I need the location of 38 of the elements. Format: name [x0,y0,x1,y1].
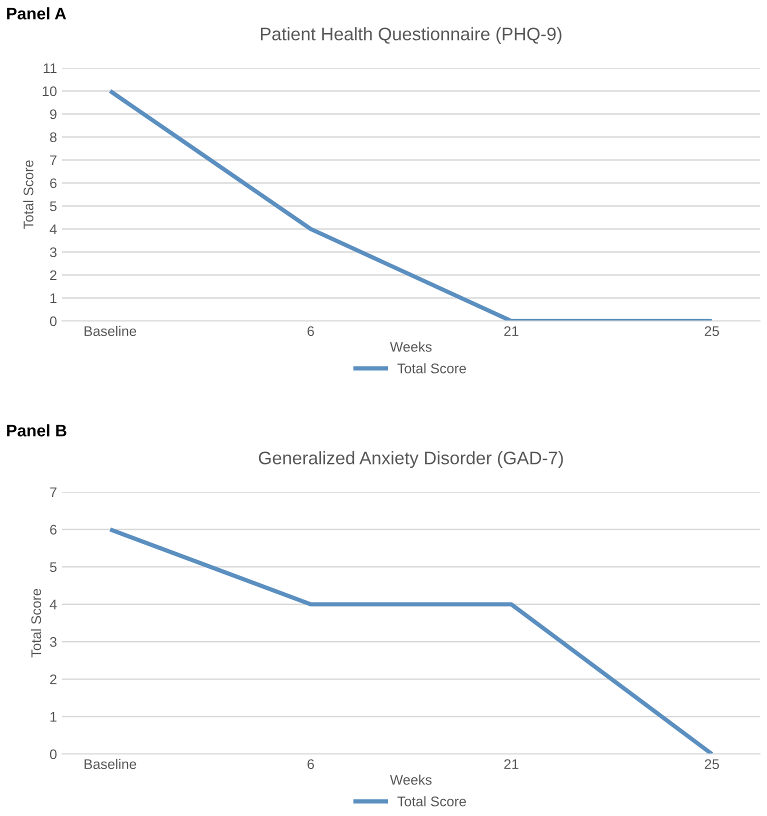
y-tick-label: 6 [50,524,57,535]
x-tick-label: 6 [308,326,314,336]
y-axis-title: Total Score [23,160,34,229]
text: Panel B [7,424,66,436]
y-tick-label: 1 [50,293,56,304]
y-tick-label: 2 [50,270,56,280]
x-tick-label: Baseline [84,758,136,770]
chart-title: Patient Health Questionnaire (PHQ-9) [260,27,562,44]
x-tick-label: 6 [308,759,314,770]
y-tick-label: 11 [44,63,56,74]
y-tick-label: 0 [50,316,57,326]
y-tick-label: 9 [50,109,56,120]
legend-label: Total Score [397,796,466,806]
legend-label: Total Score [397,363,466,374]
y-tick-label: 5 [50,201,57,212]
y-tick-label: 7 [50,487,56,498]
y-tick-label: 7 [50,155,56,166]
x-tick-label: 25 [704,326,720,336]
y-tick-label: 3 [50,247,57,258]
y-tick-label: 4 [50,600,57,610]
y-tick-label: 8 [50,132,57,142]
text: Panel A [7,7,66,20]
y-tick-label: 3 [50,637,57,647]
y-tick-label: 6 [50,178,57,188]
y-tick-label: 4 [50,224,57,234]
x-axis-title: Weeks [390,774,432,785]
x-tick-label: 21 [504,759,518,769]
y-tick-label: 0 [50,749,57,760]
y-axis-title: Total Score [30,588,42,658]
y-tick-label: 1 [50,712,56,722]
x-tick-label: 25 [704,759,720,770]
y-tick-label: 10 [42,86,57,96]
y-tick-label: 5 [50,562,57,572]
chart-title: Generalized Anxiety Disorder (GAD-7) [258,451,563,468]
x-axis-title: Weeks [390,342,432,352]
x-tick-label: Baseline [84,326,136,336]
x-tick-label: 21 [504,326,518,336]
y-tick-label: 2 [50,674,56,684]
